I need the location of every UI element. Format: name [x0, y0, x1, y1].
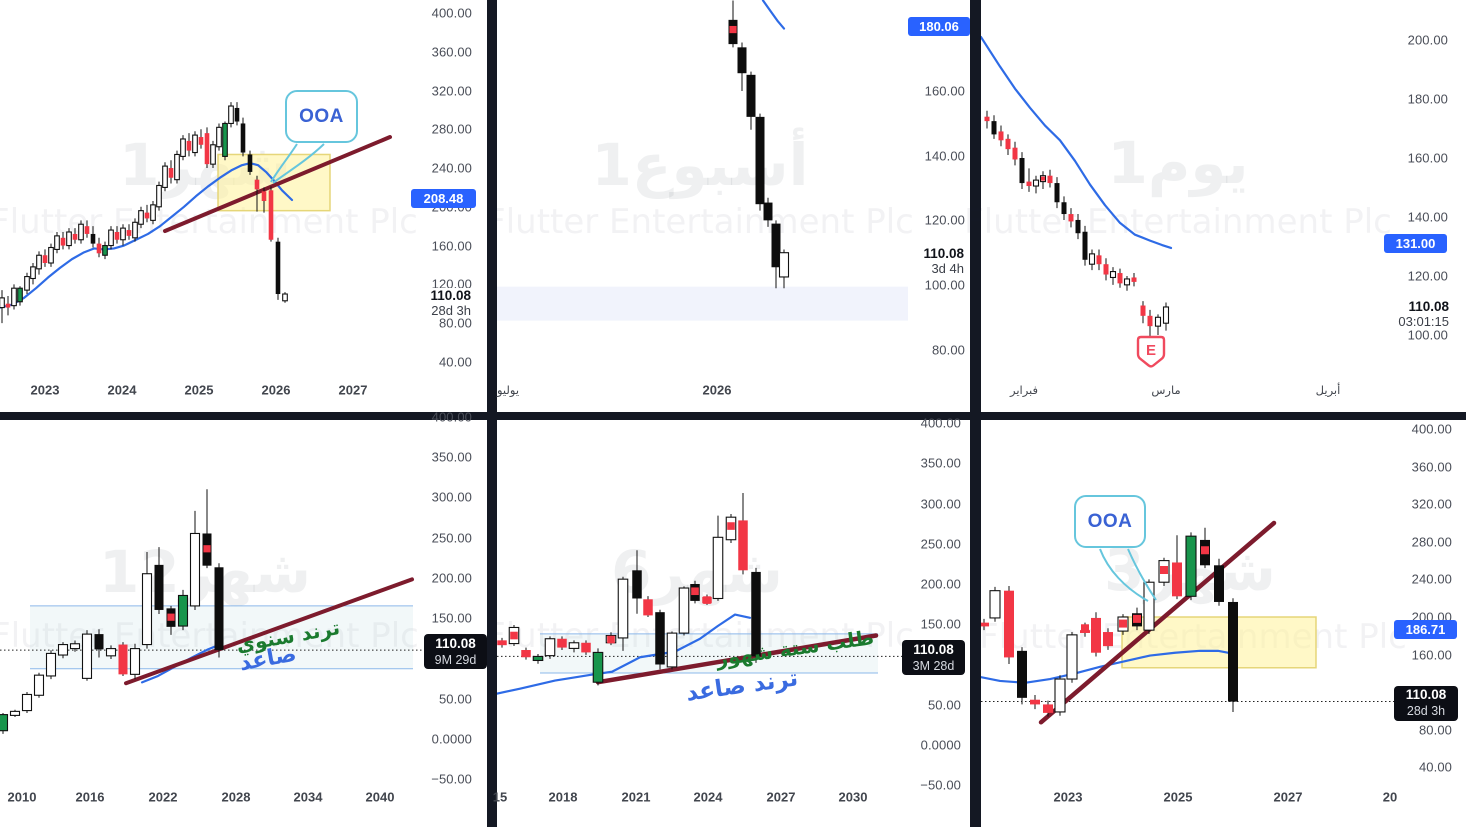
last-price-label: 110.08 03:01:15	[1380, 299, 1450, 330]
countdown-badge-time: 3M 28d	[912, 658, 955, 673]
y-tick-label: 350.00	[920, 455, 961, 471]
x-tick-label: أبريل	[1315, 383, 1341, 397]
y-tick-label: 360.00	[1411, 459, 1452, 475]
x-tick-label: 2023	[1053, 789, 1083, 805]
y-tick-label: 160.00	[1407, 150, 1448, 166]
x-tick-label: 2024	[107, 382, 137, 398]
last-price-value: 110.08	[1407, 299, 1450, 315]
y-tick-label: 280.00	[1411, 534, 1452, 550]
bar-countdown: 03:01:15	[1397, 314, 1450, 330]
last-price-value: 110.08	[429, 287, 472, 303]
chart-panel-weekly[interactable]	[497, 0, 970, 412]
y-tick-label: 140.00	[924, 148, 965, 164]
y-tick-label: 50.00	[438, 691, 472, 706]
countdown-badge-price: 110.08	[435, 635, 476, 651]
x-tick-label: فبراير	[1009, 383, 1039, 397]
y-tick-label: 80.00	[931, 342, 965, 358]
y-tick-label: 160.00	[431, 238, 472, 254]
y-tick-label: 160.00	[924, 83, 965, 99]
y-tick-label: 120.00	[1407, 268, 1448, 284]
x-tick-label: 2023	[30, 382, 60, 398]
y-tick-label: 320.00	[431, 83, 472, 99]
last-price-label: 110.08 3d 4h	[895, 246, 965, 277]
ooa-callout[interactable]: OOA	[1074, 495, 1146, 548]
y-tick-label: 200.00	[1407, 32, 1448, 48]
last-price-value: 110.08	[922, 246, 965, 262]
x-tick-label: 2010	[7, 789, 37, 805]
countdown-badge: 110.08 9M 29d	[424, 634, 487, 670]
y-tick-label: 200.00	[920, 576, 961, 592]
y-tick-label: 400.00	[431, 5, 472, 21]
x-tick-label: 2026	[702, 382, 732, 398]
y-tick-label: 140.00	[1407, 209, 1448, 225]
y-tick-label: 350.00	[431, 449, 472, 465]
y-tick-label: 120.00	[924, 212, 965, 228]
y-tick-label: 320.00	[1411, 496, 1452, 512]
ooa-callout[interactable]: OOA	[285, 90, 358, 143]
countdown-badge-time: 9M 29d	[434, 652, 477, 667]
x-tick-label: 2025	[1163, 789, 1193, 805]
x-tick-label: 2034	[293, 789, 323, 805]
last-price-label: 110.08 28d 3h	[402, 287, 472, 318]
x-tick-label: 2028	[221, 789, 251, 805]
y-tick-label: 40.00	[1418, 759, 1452, 775]
x-tick-label: 15	[492, 789, 508, 805]
countdown-badge-price: 110.08	[1405, 687, 1447, 703]
countdown-badge: 110.08 28d 3h	[1394, 685, 1458, 721]
y-tick-label: 80.00	[1418, 722, 1452, 738]
bar-countdown: 28d 3h	[430, 302, 472, 318]
x-tick-label: 2040	[365, 789, 395, 805]
y-tick-label: 50.00	[927, 697, 961, 713]
price-badge: 180.06	[908, 16, 970, 36]
chart-panel-daily[interactable]	[981, 0, 1466, 412]
y-tick-label: 400.00	[920, 415, 961, 431]
y-tick-label: 0.0000	[920, 737, 961, 753]
x-tick-label: 2026	[261, 382, 291, 398]
y-tick-label: 180.00	[1407, 91, 1448, 107]
x-tick-label: 2027	[1273, 789, 1303, 805]
x-tick-label: 2018	[548, 789, 578, 805]
x-tick-label: 20	[1382, 789, 1398, 805]
countdown-badge: 110.08 3M 28d	[902, 640, 965, 676]
y-tick-label: 280.00	[431, 121, 472, 137]
y-tick-label: 100.00	[924, 277, 965, 293]
y-tick-label: 300.00	[920, 496, 961, 511]
bar-countdown: 3d 4h	[930, 261, 965, 277]
countdown-badge-price: 110.08	[913, 641, 954, 657]
x-tick-label: مارس	[1151, 383, 1181, 397]
x-tick-label: يوليو	[496, 383, 520, 397]
y-tick-label: 80.00	[438, 315, 472, 331]
price-badge: 186.71	[1394, 619, 1457, 639]
y-tick-label: 150.00	[431, 610, 472, 626]
x-tick-label: 2024	[693, 789, 723, 805]
x-tick-label: 2027	[338, 382, 368, 398]
x-tick-label: 2021	[621, 789, 651, 805]
price-badge: 208.48	[411, 189, 476, 209]
y-tick-label: 240.00	[1411, 571, 1452, 587]
y-tick-label: 200.00	[431, 570, 472, 586]
y-tick-label: 300.00	[431, 489, 472, 505]
price-badge: 131.00	[1384, 234, 1447, 254]
y-tick-label: 250.00	[920, 536, 961, 552]
countdown-badge-time: 28d 3h	[1406, 704, 1446, 719]
x-tick-label: 2030	[838, 789, 868, 805]
y-tick-label: 400.00	[1411, 421, 1452, 437]
y-tick-label: 240.00	[431, 160, 472, 176]
y-tick-label: 0.0000	[431, 731, 472, 747]
y-tick-label: 150.00	[920, 616, 961, 632]
y-tick-label: 100.00	[1407, 327, 1448, 343]
chart-panel-6-month[interactable]	[497, 420, 970, 827]
y-tick-label: 250.00	[431, 530, 472, 545]
y-tick-label: 360.00	[431, 44, 472, 60]
x-tick-label: 2016	[75, 789, 105, 805]
x-tick-label: 2027	[766, 789, 796, 805]
x-tick-label: 2025	[184, 382, 214, 398]
y-tick-label: 400.00	[431, 409, 472, 425]
y-tick-label: 160.00	[1411, 647, 1452, 663]
y-tick-label: −50.00	[920, 777, 961, 793]
y-tick-label: −50.00	[431, 771, 472, 787]
x-tick-label: 2022	[148, 789, 178, 805]
y-tick-label: 40.00	[438, 354, 472, 370]
